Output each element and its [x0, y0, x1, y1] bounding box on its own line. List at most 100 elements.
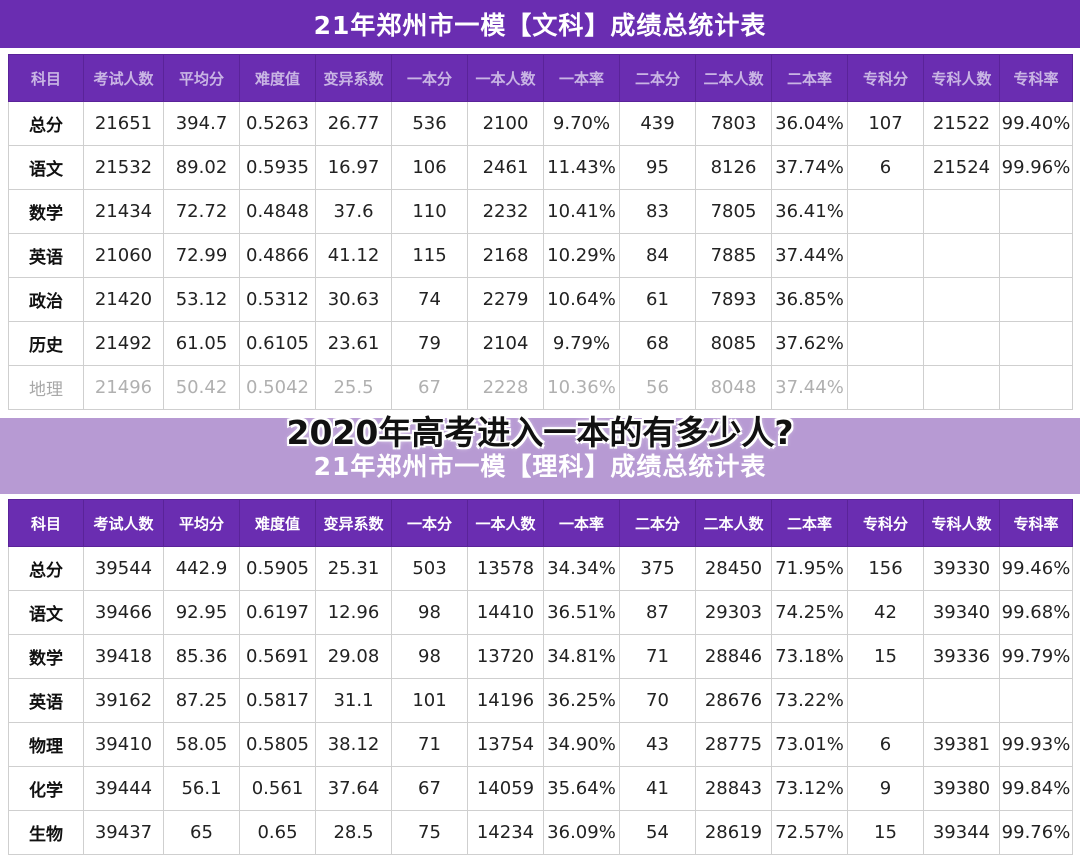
table-cell: 28619 — [695, 810, 772, 855]
table-cell: 21532 — [83, 145, 164, 190]
table-cell: 2461 — [467, 145, 544, 190]
table-cell: 0.5905 — [239, 546, 316, 591]
table-cell: 25.31 — [315, 546, 392, 591]
table-cell: 39418 — [83, 634, 164, 679]
table-cell: 28.5 — [315, 810, 392, 855]
table-cell: 0.5805 — [239, 722, 316, 767]
table-cell: 72.99 — [163, 233, 240, 278]
table-cell: 439 — [619, 101, 696, 146]
table-cell: 36.04% — [771, 101, 848, 146]
table-row: 数学 21434 72.72 0.4848 37.6 110 2232 10.41% 83 780… — [8, 189, 1073, 234]
column-header: 一本分 — [391, 499, 468, 547]
table-cell: 41.12 — [315, 233, 392, 278]
table-cell: 15 — [847, 634, 924, 679]
table-row: 总分 21651 394.7 0.5263 26.77 536 2100 9.70% 439 78… — [8, 101, 1073, 146]
subject-cell: 语文 — [8, 590, 84, 635]
subject-cell: 语文 — [8, 145, 84, 190]
table-cell: 50.42 — [163, 365, 240, 410]
column-header: 专科人数 — [923, 54, 1000, 102]
table-row: 数学 39418 85.36 0.5691 29.08 98 13720 34.81% 71 28… — [8, 634, 1073, 679]
table-cell: 36.51% — [543, 590, 620, 635]
table-cell: 99.68% — [999, 590, 1073, 635]
table-cell: 39544 — [83, 546, 164, 591]
table-cell: 99.76% — [999, 810, 1073, 855]
table-cell: 2228 — [467, 365, 544, 410]
table-cell: 0.5263 — [239, 101, 316, 146]
column-header: 科目 — [8, 54, 84, 102]
table-cell: 54 — [619, 810, 696, 855]
table-cell: 71.95% — [771, 546, 848, 591]
table-cell: 2232 — [467, 189, 544, 234]
table-cell — [999, 365, 1073, 410]
table-cell — [847, 233, 924, 278]
table-cell: 36.41% — [771, 189, 848, 234]
table-cell — [999, 277, 1073, 322]
column-header: 变异系数 — [315, 54, 392, 102]
table-row: 总分 39544 442.9 0.5905 25.31 503 13578 34.34% 375… — [8, 546, 1073, 591]
table-cell: 106 — [391, 145, 468, 190]
table-cell — [923, 189, 1000, 234]
column-header: 考试人数 — [83, 54, 164, 102]
table-cell: 156 — [847, 546, 924, 591]
column-header: 难度值 — [239, 54, 316, 102]
table-cell: 10.36% — [543, 365, 620, 410]
table-cell: 56 — [619, 365, 696, 410]
table-cell: 61.05 — [163, 321, 240, 366]
subject-cell: 化学 — [8, 766, 84, 811]
table-cell: 37.44% — [771, 233, 848, 278]
table-cell: 39162 — [83, 678, 164, 723]
table-cell: 0.5935 — [239, 145, 316, 190]
table-cell: 61 — [619, 277, 696, 322]
subject-cell: 物理 — [8, 722, 84, 767]
table-cell: 34.34% — [543, 546, 620, 591]
table-cell: 39437 — [83, 810, 164, 855]
column-header: 平均分 — [163, 499, 240, 547]
table-cell: 394.7 — [163, 101, 240, 146]
table-cell: 99.79% — [999, 634, 1073, 679]
table-cell: 0.5312 — [239, 277, 316, 322]
table-cell: 13720 — [467, 634, 544, 679]
table-cell: 14059 — [467, 766, 544, 811]
table-cell: 12.96 — [315, 590, 392, 635]
table-cell: 23.61 — [315, 321, 392, 366]
table-cell — [999, 678, 1073, 723]
table-cell: 74.25% — [771, 590, 848, 635]
table-cell: 72.72 — [163, 189, 240, 234]
table-cell: 10.64% — [543, 277, 620, 322]
table-cell: 101 — [391, 678, 468, 723]
table-cell: 99.84% — [999, 766, 1073, 811]
table-cell: 0.4848 — [239, 189, 316, 234]
column-header: 专科率 — [999, 54, 1073, 102]
column-header: 二本人数 — [695, 54, 772, 102]
table-cell: 87.25 — [163, 678, 240, 723]
table-cell: 30.63 — [315, 277, 392, 322]
table-cell: 29303 — [695, 590, 772, 635]
table-cell: 36.09% — [543, 810, 620, 855]
column-header: 二本分 — [619, 54, 696, 102]
table-cell: 21492 — [83, 321, 164, 366]
column-header: 一本分 — [391, 54, 468, 102]
table-cell: 14234 — [467, 810, 544, 855]
table-cell: 98 — [391, 634, 468, 679]
table-cell: 26.77 — [315, 101, 392, 146]
table-cell: 6 — [847, 145, 924, 190]
column-header: 一本率 — [543, 499, 620, 547]
table-cell: 29.08 — [315, 634, 392, 679]
table-cell: 39336 — [923, 634, 1000, 679]
table-cell — [847, 365, 924, 410]
table-cell: 73.01% — [771, 722, 848, 767]
table-cell: 21651 — [83, 101, 164, 146]
table-row: 地理 21496 50.42 0.5042 25.5 67 2228 10.36% 56 8048… — [8, 365, 1073, 410]
table-cell: 28843 — [695, 766, 772, 811]
table-cell — [923, 321, 1000, 366]
table-cell: 107 — [847, 101, 924, 146]
table-cell: 83 — [619, 189, 696, 234]
column-header: 专科分 — [847, 54, 924, 102]
table-row: 语文 21532 89.02 0.5935 16.97 106 2461 11.43% 95 81… — [8, 145, 1073, 190]
table-cell: 6 — [847, 722, 924, 767]
table-cell: 39466 — [83, 590, 164, 635]
table-cell: 14410 — [467, 590, 544, 635]
table-cell: 110 — [391, 189, 468, 234]
table-cell: 0.5817 — [239, 678, 316, 723]
table-cell: 13578 — [467, 546, 544, 591]
